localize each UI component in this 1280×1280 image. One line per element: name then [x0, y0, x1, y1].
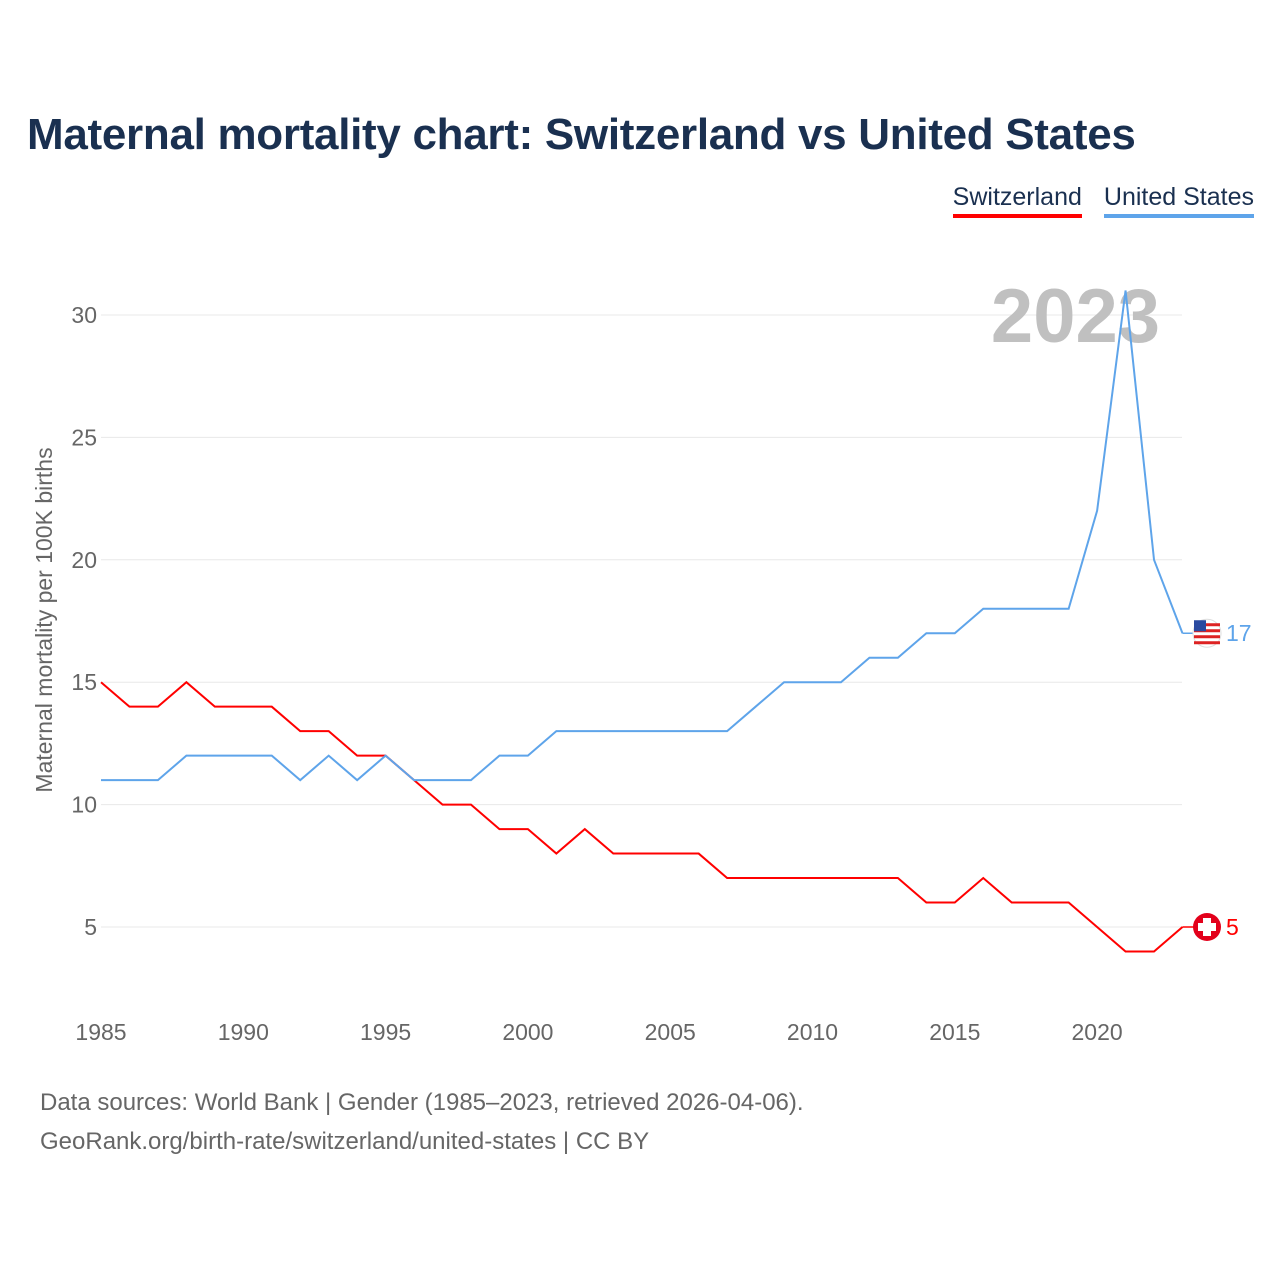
us-flag-stripe	[1194, 623, 1220, 627]
us-flag-canton	[1194, 620, 1206, 632]
y-tick-label: 10	[71, 792, 97, 818]
us-flag-stripe	[1194, 641, 1220, 645]
us-flag-stripe	[1194, 635, 1220, 639]
year-label: 2023	[991, 274, 1160, 359]
chart-title: Maternal mortality chart: Switzerland vs…	[27, 110, 1136, 159]
y-tick-label: 5	[84, 914, 97, 940]
x-tick-label: 2010	[787, 1019, 838, 1045]
legend-switzerland[interactable]: Switzerland	[952, 183, 1082, 218]
x-tick-label: 2015	[929, 1019, 980, 1045]
source-line-2: GeoRank.org/birth-rate/switzerland/unite…	[40, 1128, 650, 1155]
series-line-switzerland	[100, 680, 1184, 953]
end-value-label: 17	[1226, 620, 1252, 646]
x-tick-label: 1995	[360, 1019, 411, 1045]
end-value-label: 5	[1226, 914, 1239, 940]
y-axis-label: Maternal mortality per 100K births	[31, 447, 57, 792]
y-tick-label: 15	[71, 669, 97, 695]
source-line-1: Data sources: World Bank | Gender (1985–…	[40, 1089, 804, 1116]
x-tick-label: 1985	[75, 1019, 126, 1045]
legend: Switzerland United States	[952, 183, 1254, 218]
us-flag-stripe	[1194, 629, 1220, 633]
x-tick-label: 2020	[1072, 1019, 1123, 1045]
series-line-united-states	[101, 290, 1184, 782]
y-tick-label: 30	[71, 302, 97, 328]
x-tick-label: 2000	[502, 1019, 553, 1045]
swiss-flag-cross	[1198, 923, 1216, 931]
y-tick-label: 25	[71, 424, 97, 450]
y-tick-label: 20	[71, 547, 97, 573]
x-tick-label: 2005	[645, 1019, 696, 1045]
legend-united-states[interactable]: United States	[1103, 183, 1254, 218]
x-tick-label: 1990	[218, 1019, 269, 1045]
